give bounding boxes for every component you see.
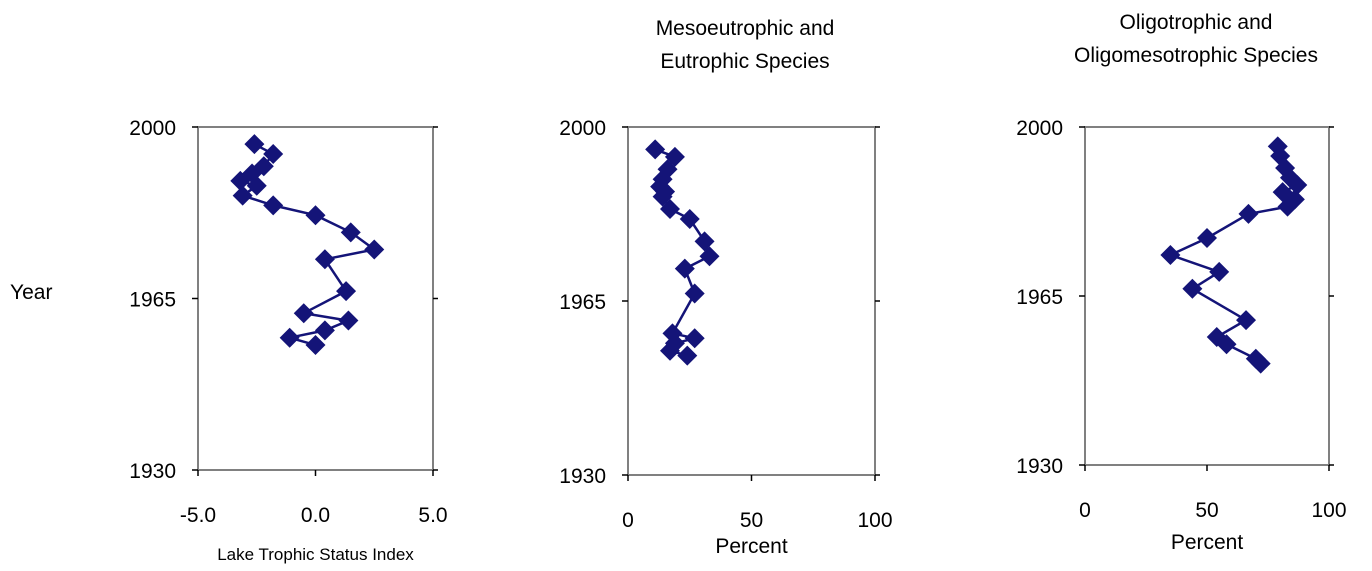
chart-2-data-point: [699, 246, 720, 267]
chart-1-y-tick-label: 1930: [129, 460, 176, 483]
chart-1-data-point: [305, 335, 326, 356]
chart-2-data-point: [645, 139, 666, 160]
chart-2-title: Mesoeutrophic and Eutrophic Species: [600, 12, 890, 78]
chart-3-y-tick-label: 2000: [1016, 117, 1063, 140]
chart-3-data-point: [1287, 174, 1308, 195]
chart-3-x-tick-label: 0: [1079, 499, 1091, 522]
chart-2-x-axis-label: Percent: [715, 535, 788, 558]
chart-2-data-point: [679, 208, 700, 229]
chart-1-data-point: [232, 185, 253, 206]
chart-2-data-point: [674, 258, 695, 279]
chart-1-data-point: [279, 327, 300, 348]
chart-3-data-point: [1197, 228, 1217, 249]
chart-1-data-point: [244, 134, 265, 155]
chart-3-data-point: [1160, 244, 1181, 265]
chart-2-x-tick-label: 50: [740, 509, 763, 532]
chart-1-data-point: [314, 249, 335, 270]
chart-3-series-line: [1167, 145, 1300, 365]
chart-1-data-point: [263, 195, 284, 216]
chart-3-data-point: [1238, 203, 1259, 224]
chart-3-data-point: [1216, 334, 1237, 355]
chart-3-x-axis-label: Percent: [1171, 531, 1244, 554]
chart-3-data-point: [1182, 278, 1203, 299]
chart-2-data-point: [659, 199, 680, 220]
chart-2-title-line-2: Eutrophic Species: [660, 50, 830, 73]
chart-2-data-point: [677, 345, 698, 366]
chart-2-y-tick-label: 1930: [559, 465, 606, 488]
chart-1-x-axis-label: Lake Trophic Status Index: [217, 545, 414, 564]
chart-1-data-point: [293, 303, 314, 324]
chart-1-data-point: [230, 170, 251, 191]
chart-3-x-tick-label: 50: [1195, 499, 1218, 522]
chart-3-title: Oligotrophic and Oligomesotrophic Specie…: [1020, 6, 1372, 72]
chart-2-data-point: [659, 340, 680, 361]
chart-3-y-tick-label: 1930: [1016, 455, 1063, 478]
chart-2-x-tick-label: 100: [857, 509, 892, 532]
chart-1-data-point: [253, 156, 274, 177]
chart-1-data-point: [246, 175, 267, 196]
chart-2-y-tick-label: 2000: [559, 117, 606, 140]
chart-1-data-point: [338, 310, 359, 331]
chart-3-title-line-1: Oligotrophic and: [1119, 11, 1273, 34]
chart-3-y-tick-label: 1965: [1016, 286, 1063, 309]
chart-3-data-point: [1236, 310, 1257, 331]
chart-2-data-point: [684, 328, 705, 349]
chart-1-data-point: [263, 143, 284, 164]
y-axis-label-year: Year: [10, 281, 53, 304]
chart-3-data-point: [1277, 196, 1298, 217]
chart-1-data-point: [364, 239, 385, 260]
chart-3-x-tick-label: 100: [1311, 499, 1346, 522]
chart-1-x-tick-label: 5.0: [418, 504, 447, 527]
chart-2-data-point: [684, 283, 705, 304]
chart-1-data-point: [314, 320, 335, 341]
chart-1-y-tick-label: 1965: [129, 289, 176, 312]
chart-2-title-line-1: Mesoeutrophic and: [655, 17, 835, 40]
chart-1-data-point: [305, 205, 326, 226]
chart-2-y-tick-label: 1965: [559, 291, 606, 314]
chart-2-x-tick-label: 0: [622, 509, 634, 532]
chart-1-x-tick-label: -5.0: [180, 504, 216, 527]
chart-3-title-line-2: Oligomesotrophic Species: [1074, 44, 1318, 67]
chart-1-y-tick-label: 2000: [129, 117, 176, 140]
chart-3-data-point: [1250, 353, 1271, 374]
chart-1-x-tick-label: 0.0: [301, 504, 330, 527]
chart-1-data-point: [336, 281, 357, 302]
chart-3-data-point: [1209, 261, 1230, 282]
chart-1-data-point: [340, 222, 361, 243]
